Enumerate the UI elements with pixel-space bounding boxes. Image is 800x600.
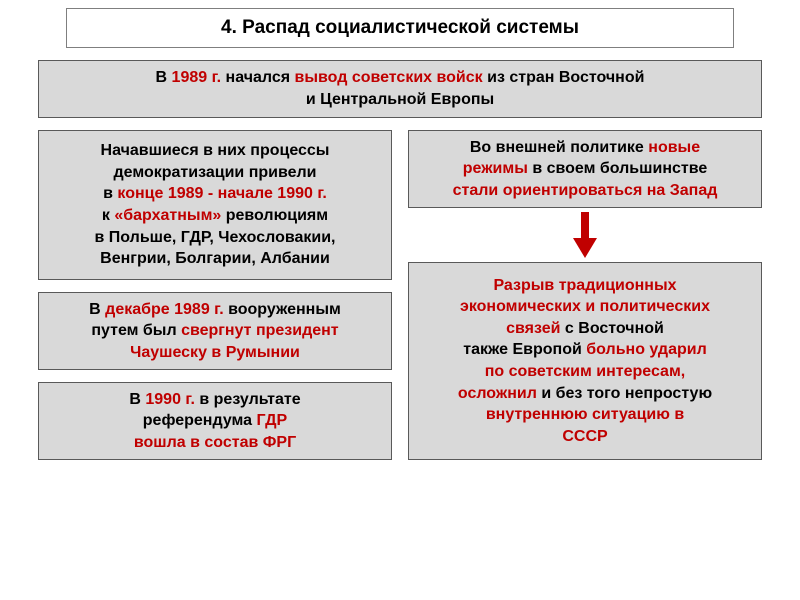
t: по советским интересам, [485,363,685,380]
t: и Центральной Европы [306,91,494,108]
t: путем был [91,322,181,339]
t: Чаушеску в Румынии [130,344,300,361]
t: революциям [221,207,328,224]
t: и без того непростую [537,385,712,402]
top-box: В 1989 г. начался вывод советских войск … [38,60,762,118]
t: свергнут президент [181,322,339,339]
slide-canvas: 4. Распад социалистической системы В 198… [0,0,800,600]
t: режимы [463,160,528,177]
t: также Европой [463,341,586,358]
t: к [102,207,114,224]
t: референдума [143,412,257,429]
t: В [129,391,145,408]
t: Во внешней политике [470,139,648,156]
t: Начавшиеся в них процессы [101,142,330,159]
right-box-2: Разрыв традиционных экономических и поли… [408,262,762,460]
t: новые [648,139,700,156]
t: в Польше, ГДР, Чехословакии, [95,229,336,246]
t: 1989 г. [172,69,222,86]
t: 1990 г. [145,391,195,408]
right-box-1: Во внешней политике новые режимы в своем… [408,130,762,208]
t: Венгрии, Болгарии, Албании [100,250,330,267]
t: конце 1989 - начале 1990 г. [117,185,326,202]
t: В [156,69,172,86]
t: Разрыв традиционных [493,277,676,294]
t: осложнил [458,385,537,402]
t: вошла в состав ФРГ [134,434,296,451]
t: «бархатным» [114,207,221,224]
t: вывод советских войск [295,69,483,86]
t: в [103,185,117,202]
t: декабре 1989 г. [105,301,224,318]
t: больно ударил [586,341,706,358]
left-box-3: В 1990 г. в результате референдума ГДР в… [38,382,392,460]
t: в своем большинстве [528,160,707,177]
t: с Восточной [560,320,663,337]
t: из стран Восточной [483,69,645,86]
t: вооруженным [224,301,341,318]
t: демократизации привели [114,164,317,181]
title-text: 4. Распад социалистической системы [221,17,579,38]
t: в результате [195,391,301,408]
left-box-2: В декабре 1989 г. вооруженным путем был … [38,292,392,370]
t: стали ориентироваться на Запад [453,182,718,199]
t: связей [506,320,560,337]
title-box: 4. Распад социалистической системы [66,8,734,48]
t: СССР [562,428,607,445]
t: ГДР [256,412,287,429]
t: начался [221,69,294,86]
t: внутреннюю ситуацию в [486,406,684,423]
t: экономических и политических [460,298,710,315]
arrow-down-icon [576,212,594,260]
t: В [89,301,105,318]
left-box-1: Начавшиеся в них процессы демократизации… [38,130,392,280]
